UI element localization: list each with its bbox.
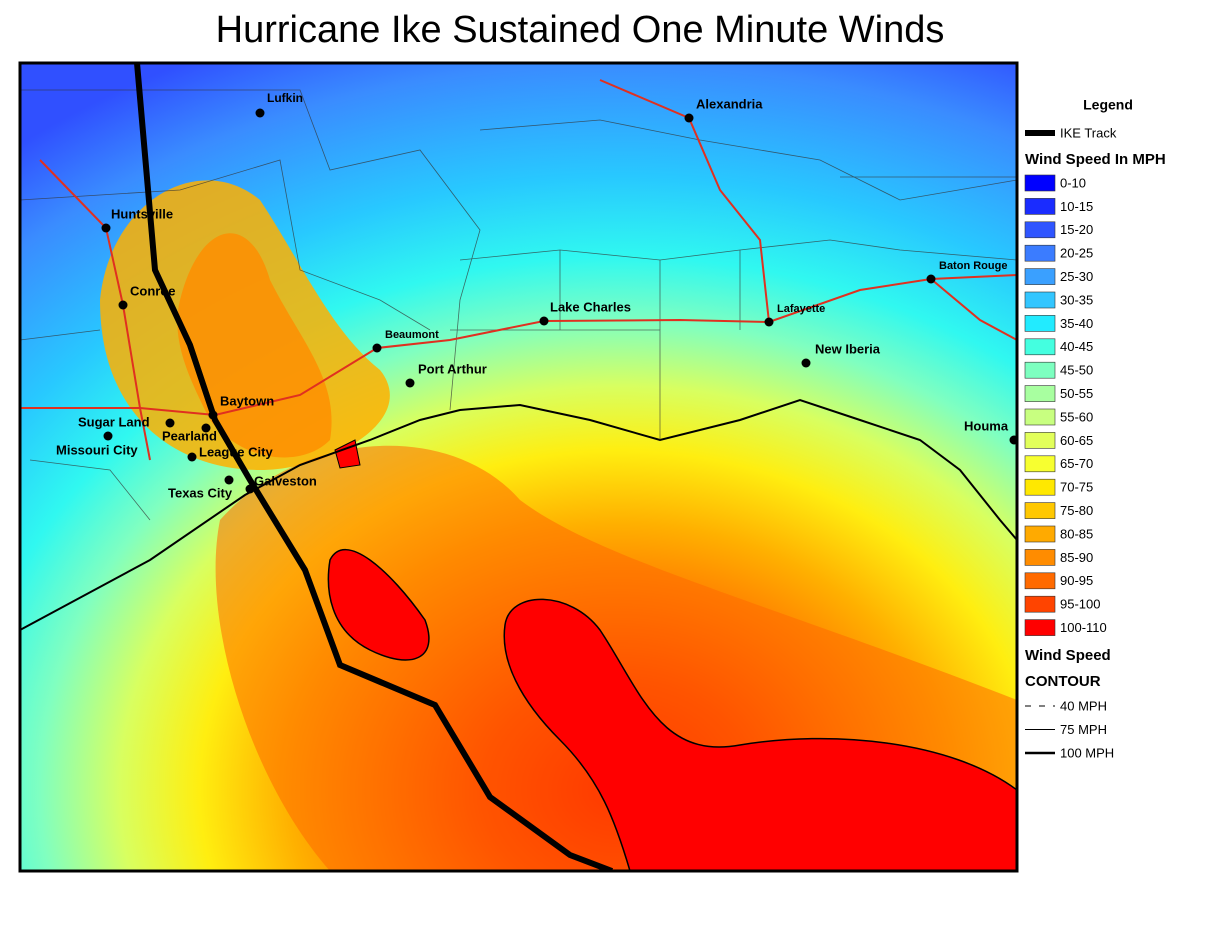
- city-label: Baytown: [220, 393, 274, 408]
- legend-swatch: [1024, 315, 1056, 332]
- city-label: League City: [199, 444, 273, 459]
- legend-label: 15-20: [1060, 222, 1093, 237]
- city-label: Lufkin: [267, 91, 303, 105]
- legend-swatch: [1024, 549, 1056, 566]
- legend-label: 80-85: [1060, 526, 1093, 541]
- legend-swatch: [1024, 455, 1056, 473]
- legend-label: 0-10: [1060, 175, 1086, 190]
- wind-core: [503, 598, 1017, 871]
- legend-label: 100-110: [1060, 620, 1107, 635]
- city-dot: [405, 378, 415, 388]
- legend-label: 35-40: [1060, 316, 1093, 331]
- legend-swatch: [1024, 619, 1056, 636]
- legend: Legend IKE Track Wind Speed In MPH 0-10 1…: [1024, 97, 1166, 760]
- city-dot: [372, 343, 382, 353]
- city-dot: [801, 358, 811, 368]
- map-title: Hurricane Ike Sustained One Minute Winds: [216, 9, 945, 51]
- cities: Lufkin Alexandria Huntsville Conroe Baton Ro…: [56, 91, 1017, 500]
- wind-core: [334, 439, 361, 469]
- legend-swatch: [1024, 291, 1056, 309]
- legend-label: 10-15: [1060, 199, 1093, 214]
- legend-label: 70-75: [1060, 480, 1093, 495]
- legend-label: 100 MPH: [1060, 745, 1114, 760]
- legend-swatch: [1024, 478, 1056, 496]
- legend-swatch: [1024, 268, 1056, 285]
- city-dot: [101, 223, 111, 233]
- city-label: Lafayette: [777, 303, 825, 315]
- city-dot: [926, 274, 936, 284]
- legend-heading: Wind Speed In MPH: [1025, 151, 1166, 168]
- county-lines: [20, 89, 1017, 521]
- city-label: Conroe: [130, 283, 176, 298]
- city-dot: [539, 316, 549, 326]
- map-frame: [18, 61, 1019, 873]
- legend-label: 50-55: [1060, 386, 1093, 401]
- city-label: Lake Charles: [550, 299, 631, 314]
- city-dot: [245, 484, 255, 494]
- legend-heading: CONTOUR: [1025, 673, 1101, 690]
- legend-swatch: [1024, 572, 1056, 590]
- city-dot: [118, 300, 128, 310]
- legend-swatch: [1024, 174, 1056, 192]
- legend-swatch: [1024, 221, 1056, 239]
- city-label: Port Arthur: [418, 361, 487, 376]
- city-label: Houma: [964, 418, 1009, 433]
- legend-track: IKE Track: [1060, 125, 1117, 140]
- city-label: Baton Rouge: [939, 260, 1007, 272]
- city-label: Texas City: [168, 485, 233, 500]
- legend-swatch: [1024, 338, 1056, 356]
- legend-swatch: [1024, 361, 1056, 379]
- legend-swatch: [1024, 198, 1056, 215]
- city-dot: [201, 423, 211, 433]
- ike-track: [134, 63, 614, 871]
- legend-label: 20-25: [1060, 246, 1093, 261]
- legend-label: 75 MPH: [1060, 722, 1107, 737]
- legend-label: 55-60: [1060, 409, 1093, 424]
- city-label: Alexandria: [696, 96, 763, 111]
- legend-swatch: [1024, 595, 1056, 613]
- legend-label: 90-95: [1060, 573, 1093, 588]
- legend-label: 45-50: [1060, 363, 1093, 378]
- legend-heading: Wind Speed: [1025, 647, 1111, 664]
- legend-swatch: [1024, 525, 1056, 543]
- legend-swatch: [1024, 244, 1056, 262]
- wind-band: [177, 233, 332, 458]
- city-label: Galveston: [254, 473, 317, 488]
- city-label: Huntsville: [111, 206, 173, 221]
- legend-swatch: [1024, 432, 1056, 449]
- city-label: Pearland: [162, 428, 217, 443]
- legend-label: 85-90: [1060, 550, 1093, 565]
- legend-label: 40 MPH: [1060, 698, 1107, 713]
- city-dot: [208, 410, 218, 420]
- city-dot: [1009, 435, 1017, 445]
- city-dot: [103, 431, 113, 441]
- coastline: [20, 398, 1017, 631]
- city-dot: [224, 475, 234, 485]
- city-dot: [255, 108, 265, 118]
- city-label: Beaumont: [385, 329, 439, 341]
- wind-core: [327, 548, 430, 661]
- city-label: Missouri City: [56, 442, 138, 457]
- city-dot: [187, 452, 197, 462]
- legend-label: 25-30: [1060, 269, 1093, 284]
- legend-swatch: [1024, 408, 1056, 426]
- city-label: Sugar Land: [78, 414, 150, 429]
- city-label: New Iberia: [815, 341, 881, 356]
- legend-label: 75-80: [1060, 503, 1093, 518]
- city-dot: [165, 418, 175, 428]
- city-dot: [684, 113, 694, 123]
- legend-label: 65-70: [1060, 456, 1093, 471]
- legend-swatch: [1024, 502, 1056, 519]
- legend-label: 30-35: [1060, 292, 1093, 307]
- legend-title: Legend: [1083, 97, 1133, 113]
- legend-label: 95-100: [1060, 597, 1100, 612]
- map: Lufkin Alexandria Huntsville Conroe Baton Ro…: [20, 63, 1017, 871]
- legend-swatch: [1024, 385, 1056, 402]
- city-dot: [764, 317, 774, 327]
- legend-label: 60-65: [1060, 433, 1093, 448]
- legend-label: 40-45: [1060, 339, 1093, 354]
